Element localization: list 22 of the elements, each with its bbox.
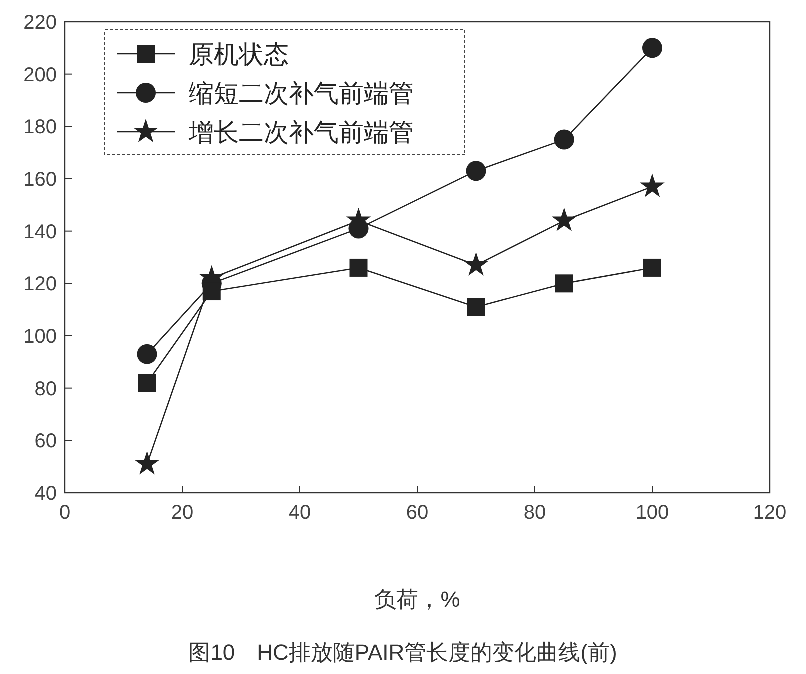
x-axis-title: 负荷，%	[374, 587, 460, 612]
y-tick-label: 160	[24, 169, 57, 191]
x-tick-label: 20	[171, 502, 194, 524]
y-tick-label: 220	[24, 12, 57, 34]
legend-label: 增长二次补气前端管	[188, 119, 414, 147]
legend-label: 原机状态	[189, 41, 289, 69]
y-tick-label: 120	[24, 274, 57, 296]
x-tick-label: 80	[524, 502, 546, 524]
x-tick-label: 120	[753, 502, 787, 524]
y-tick-label: 40	[34, 483, 57, 505]
y-tick-label: 80	[34, 378, 57, 400]
legend-label: 缩短二次补气前端管	[189, 80, 414, 108]
text: 图10 HC排放随PAIR管长度的变化曲线(前)	[188, 640, 618, 665]
y-tick-label: 60	[34, 430, 57, 453]
y-tick-label: 100	[24, 326, 57, 348]
x-tick-label: 0	[59, 502, 71, 524]
y-tick-label: 140	[24, 221, 57, 244]
x-tick-label: 100	[636, 502, 670, 524]
y-tick-label: 200	[24, 64, 57, 86]
x-tick-label: 40	[288, 502, 312, 524]
y-tick-label: 180	[24, 116, 57, 139]
x-tick-label: 60	[406, 502, 429, 524]
